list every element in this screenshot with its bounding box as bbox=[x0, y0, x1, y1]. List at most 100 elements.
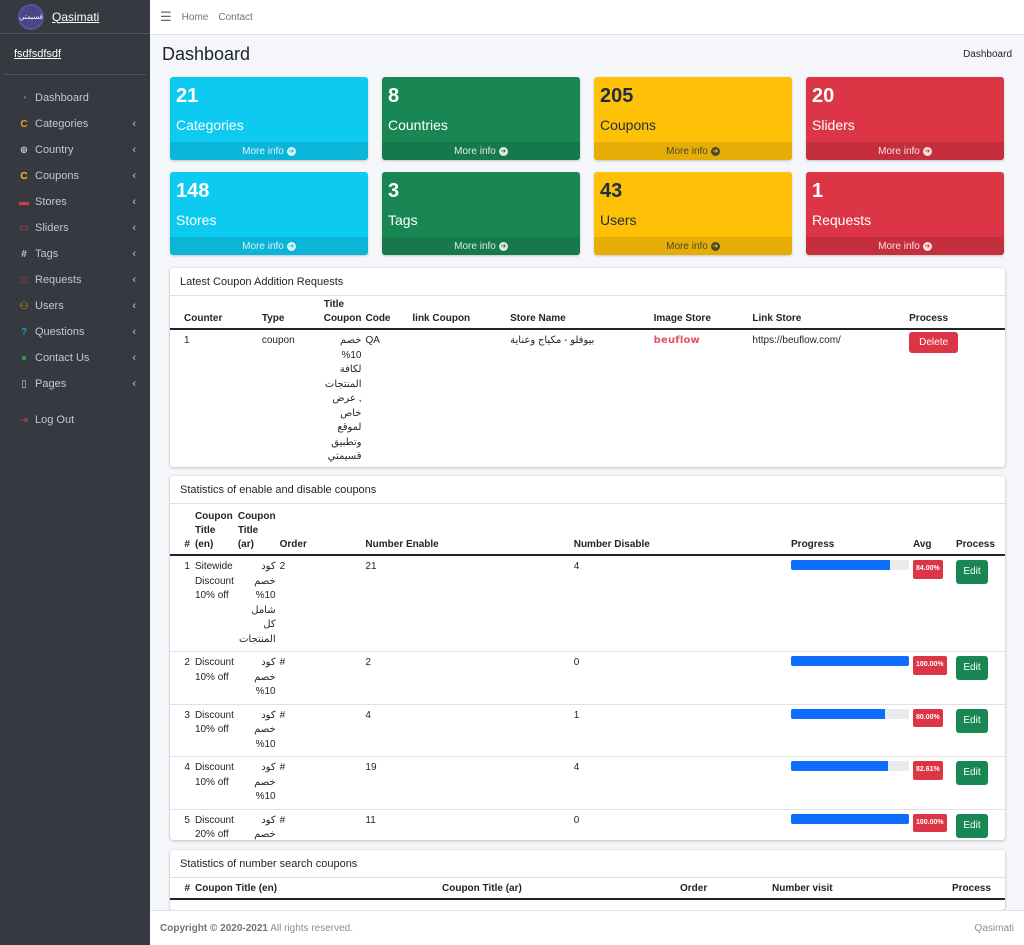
sidebar-item-categories[interactable]: C Categories ‹ bbox=[0, 111, 150, 137]
footer-brand: Qasimati bbox=[974, 922, 1014, 934]
sidebar-item-logout[interactable]: ⇥ Log Out bbox=[0, 407, 150, 433]
col-title-ar: Coupon Title (ar) bbox=[235, 508, 278, 556]
breadcrumb[interactable]: Dashboard bbox=[963, 48, 1012, 60]
delete-button[interactable]: Delete bbox=[909, 332, 959, 353]
more-info-label: More info bbox=[666, 145, 708, 157]
stat-box-label: Requests bbox=[812, 212, 872, 228]
arrow-circle-right-icon: ➜ bbox=[922, 146, 932, 156]
cell-order: # bbox=[277, 756, 364, 809]
chevron-left-icon: ‹ bbox=[132, 118, 136, 130]
stat-box-value: 21 bbox=[176, 85, 199, 107]
sidebar-item-stores[interactable]: ▬ Stores ‹ bbox=[0, 189, 150, 215]
stat-box-categories: 21 Categories More info ➜ bbox=[170, 77, 368, 160]
logout-icon: ⇥ bbox=[19, 414, 29, 426]
user-name-link[interactable]: fsdfsdfsdf bbox=[14, 48, 62, 60]
edit-button[interactable]: Edit bbox=[955, 560, 988, 584]
table-row: 4 Discount 10% off كود خصم 10% #19 4 82.61% Ed… bbox=[170, 756, 1005, 809]
cell-title-ar: كود خصم 10% شامل كل المنتجات bbox=[239, 561, 276, 645]
arrow-circle-right-icon: ➜ bbox=[710, 241, 720, 251]
sidebar-item-pages[interactable]: ▯ Pages ‹ bbox=[0, 371, 150, 397]
more-info-link[interactable]: More info ➜ bbox=[594, 142, 792, 160]
more-info-link[interactable]: More info ➜ bbox=[594, 237, 792, 255]
menu-toggle-icon[interactable]: ☰ bbox=[160, 9, 172, 24]
more-info-link[interactable]: More info ➜ bbox=[806, 237, 1004, 255]
requests-card-title: Latest Coupon Addition Requests bbox=[170, 268, 1005, 296]
table-row: 1 coupon خصم 10% لكافة المنتجات , عرض خا… bbox=[170, 329, 1005, 467]
sidebar-item-contact-us[interactable]: ● Contact Us ‹ bbox=[0, 345, 150, 371]
nav-contact-link[interactable]: Contact bbox=[218, 11, 253, 23]
more-info-link[interactable]: More info ➜ bbox=[170, 237, 368, 255]
col-title-coupon: Title Coupon bbox=[321, 296, 364, 330]
cell-code: QA bbox=[365, 335, 380, 346]
col-type: Type bbox=[259, 296, 322, 330]
sidebar-item-questions[interactable]: ? Questions ‹ bbox=[0, 319, 150, 345]
user-panel: fsdfsdfsdf bbox=[4, 34, 146, 75]
chevron-left-icon: ‹ bbox=[132, 170, 136, 182]
brand-link[interactable]: قسيمتي Qasimati bbox=[0, 0, 150, 34]
cell-title-en: Discount 20% off bbox=[192, 808, 236, 840]
rights-text: All rights reserved. bbox=[267, 922, 354, 934]
sidebar-item-coupons[interactable]: C Coupons ‹ bbox=[0, 163, 150, 189]
search-stats-card-title: Statistics of number search coupons bbox=[170, 850, 1005, 878]
cell-num: 2 bbox=[170, 651, 193, 704]
more-info-link[interactable]: More info ➜ bbox=[382, 237, 580, 255]
chevron-left-icon: ‹ bbox=[132, 222, 136, 234]
edit-button[interactable]: Edit bbox=[955, 813, 988, 838]
cell-avg: 80.00% bbox=[911, 703, 954, 757]
more-info-label: More info bbox=[666, 240, 708, 252]
edit-button[interactable]: Edit bbox=[955, 656, 988, 680]
coupon-stats-table: # Coupon Title (en) Coupon Title (ar) Or… bbox=[170, 508, 1005, 840]
col-link-coupon: link Coupon bbox=[410, 296, 509, 330]
top-navbar: ☰ Home Contact bbox=[150, 0, 1024, 35]
stat-box-users: 43 Users More info ➜ bbox=[594, 172, 792, 255]
stat-box-stores: 148 Stores More info ➜ bbox=[170, 172, 368, 255]
sidebar-item-users[interactable]: ⚇ Users ‹ bbox=[0, 293, 150, 319]
progress-fill bbox=[791, 761, 889, 771]
more-info-link[interactable]: More info ➜ bbox=[806, 142, 1004, 160]
stat-box-value: 1 bbox=[812, 180, 824, 202]
sidebar-item-dashboard[interactable]: ◔ Dashboard bbox=[0, 85, 150, 111]
cell-title-ar: كود خصم 10% bbox=[235, 756, 278, 809]
arrow-circle-right-icon: ➜ bbox=[710, 146, 720, 156]
cell-link-coupon bbox=[410, 329, 508, 467]
col-enable: Number Enable bbox=[363, 508, 572, 556]
cell-process: Edit bbox=[954, 555, 1005, 652]
progress-bar bbox=[791, 656, 910, 666]
table-row: 3 Discount 10% off كود خصم 10% #4 1 80.00% Edi… bbox=[170, 703, 1005, 757]
cell-avg: 100.00% bbox=[911, 808, 954, 840]
arrow-circle-right-icon: ➜ bbox=[286, 146, 296, 156]
brand-name[interactable]: Qasimati bbox=[52, 9, 100, 24]
cell-avg: 100.00% bbox=[911, 651, 954, 704]
cell-num: 1 bbox=[184, 561, 190, 572]
cell-type: coupon bbox=[261, 335, 295, 346]
stat-box-label: Users bbox=[600, 212, 637, 228]
edit-button[interactable]: Edit bbox=[955, 761, 988, 785]
progress-bar bbox=[791, 813, 910, 824]
nav-home-link[interactable]: Home bbox=[181, 11, 209, 23]
sidebar-item-requests[interactable]: □ Requests ‹ bbox=[0, 267, 150, 293]
sidebar-item-label: Dashboard bbox=[35, 92, 89, 104]
stat-box-label: Coupons bbox=[600, 117, 657, 133]
more-info-link[interactable]: More info ➜ bbox=[382, 142, 580, 160]
sidebar-item-sliders[interactable]: ▭ Sliders ‹ bbox=[0, 215, 150, 241]
edit-button[interactable]: Edit bbox=[955, 708, 988, 733]
chevron-left-icon: ‹ bbox=[132, 196, 136, 208]
sidebar-item-label: Sliders bbox=[35, 222, 69, 234]
sidebar-item-country[interactable]: ⊕ Country ‹ bbox=[0, 137, 150, 163]
chevron-left-icon: ‹ bbox=[132, 352, 136, 364]
sidebar-item-tags[interactable]: # Tags ‹ bbox=[0, 241, 150, 267]
more-info-link[interactable]: More info ➜ bbox=[170, 142, 368, 160]
stat-box-sliders: 20 Sliders More info ➜ bbox=[806, 77, 1004, 160]
cell-progress bbox=[789, 756, 912, 809]
col-visits: Number visit bbox=[770, 880, 950, 900]
sidebar-item-label: Coupons bbox=[35, 170, 80, 182]
stat-box-value: 20 bbox=[812, 85, 835, 107]
cell-order: # bbox=[277, 703, 364, 757]
page-title: Dashboard bbox=[162, 43, 251, 64]
cell-enable: 21 bbox=[365, 561, 377, 572]
store-logo-image: beuflow bbox=[653, 335, 700, 346]
store-icon: ▬ bbox=[19, 196, 29, 208]
arrow-circle-right-icon: ➜ bbox=[286, 241, 296, 251]
coupon-stats-card: Statistics of enable and disable coupons… bbox=[170, 476, 1005, 840]
